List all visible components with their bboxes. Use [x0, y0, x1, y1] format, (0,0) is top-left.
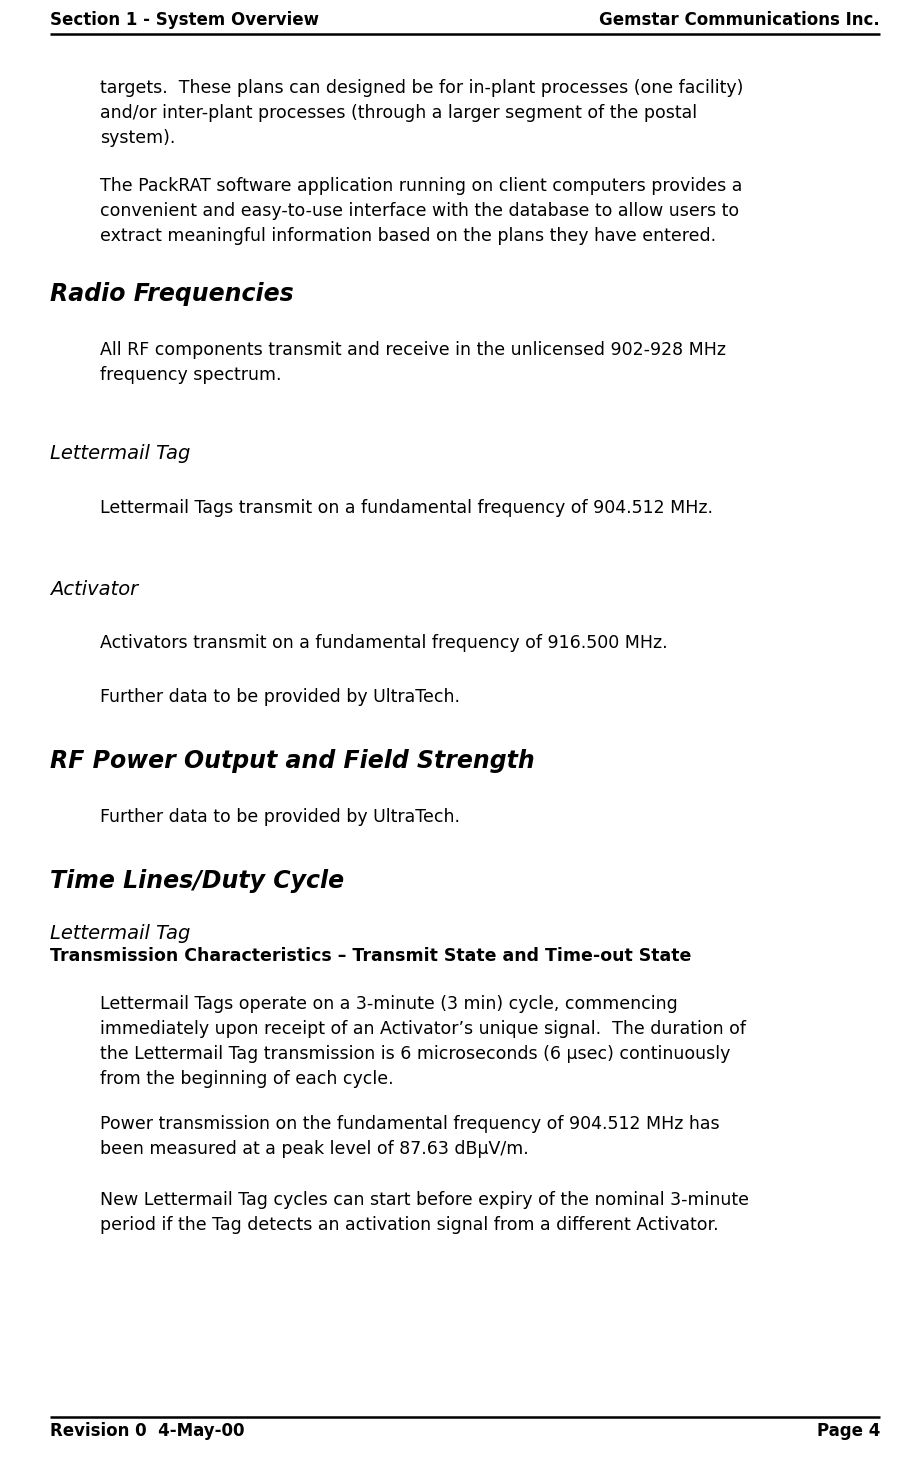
Text: Lettermail Tags transmit on a fundamental frequency of 904.512 MHz.: Lettermail Tags transmit on a fundamenta… — [100, 499, 713, 516]
Text: All RF components transmit and receive in the unlicensed 902-928 MHz
frequency s: All RF components transmit and receive i… — [100, 341, 726, 384]
Text: Section 1 - System Overview: Section 1 - System Overview — [50, 12, 319, 29]
Text: Page 4: Page 4 — [817, 1423, 880, 1440]
Text: Further data to be provided by UltraTech.: Further data to be provided by UltraTech… — [100, 808, 460, 826]
Text: Activator: Activator — [50, 579, 138, 598]
Text: Further data to be provided by UltraTech.: Further data to be provided by UltraTech… — [100, 689, 460, 706]
Text: Activators transmit on a fundamental frequency of 916.500 MHz.: Activators transmit on a fundamental fre… — [100, 635, 668, 652]
Text: Revision 0  4-May-00: Revision 0 4-May-00 — [50, 1423, 244, 1440]
Text: targets.  These plans can designed be for in-plant processes (one facility)
and/: targets. These plans can designed be for… — [100, 79, 743, 147]
Text: Radio Frequencies: Radio Frequencies — [50, 282, 294, 306]
Text: RF Power Output and Field Strength: RF Power Output and Field Strength — [50, 748, 535, 773]
Text: Transmission Characteristics – Transmit State and Time-out State: Transmission Characteristics – Transmit … — [50, 947, 692, 964]
Text: Power transmission on the fundamental frequency of 904.512 MHz has
been measured: Power transmission on the fundamental fr… — [100, 1115, 720, 1158]
Text: Lettermail Tags operate on a 3-minute (3 min) cycle, commencing
immediately upon: Lettermail Tags operate on a 3-minute (3… — [100, 995, 746, 1088]
Text: Lettermail Tag: Lettermail Tag — [50, 444, 190, 463]
Text: Time Lines/Duty Cycle: Time Lines/Duty Cycle — [50, 870, 344, 893]
Text: Lettermail Tag: Lettermail Tag — [50, 925, 190, 944]
Text: New Lettermail Tag cycles can start before expiry of the nominal 3-minute
period: New Lettermail Tag cycles can start befo… — [100, 1191, 749, 1234]
Text: Gemstar Communications Inc.: Gemstar Communications Inc. — [599, 12, 880, 29]
Text: The PackRAT software application running on client computers provides a
convenie: The PackRAT software application running… — [100, 177, 742, 245]
